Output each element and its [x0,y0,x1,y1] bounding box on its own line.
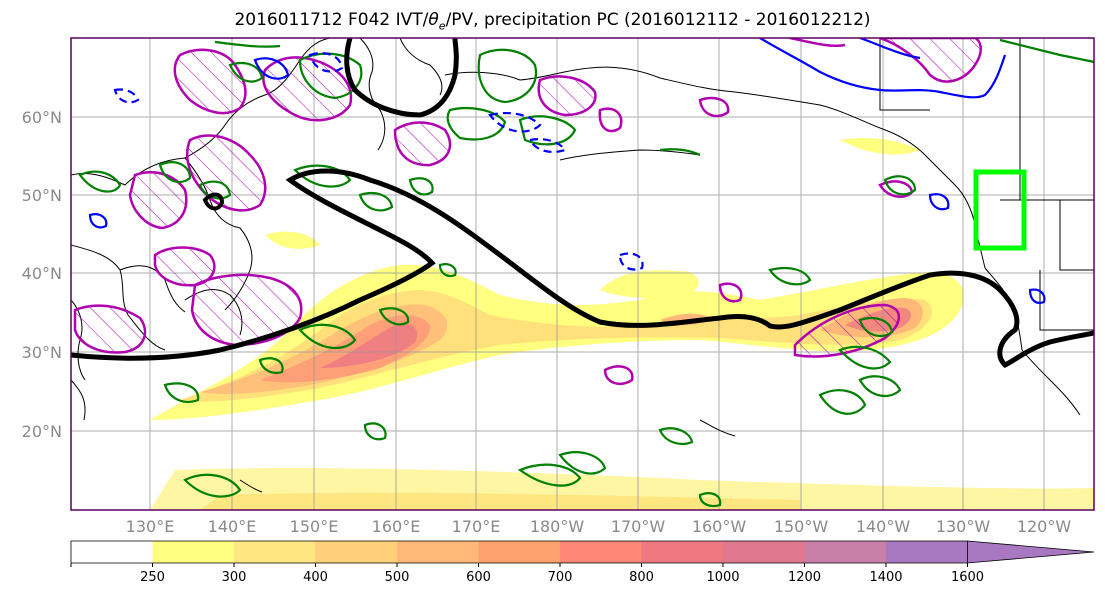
colorbar-tick-label: 250 [140,570,165,585]
lat-label: 50°N [22,186,62,205]
lon-label: 120°W [1017,517,1072,536]
colorbar-tick-label: 800 [629,570,654,585]
lon-label: 170°E [452,517,501,536]
target-region-box [973,169,1027,251]
lon-label: 160°W [692,517,747,536]
colorbar-tick-label: 1200 [788,570,821,585]
colorbar-segment [478,541,561,563]
colorbar-labels: 250 300 400 500 600 700 800 1000 1200 1400 1600 [70,563,984,585]
lon-label: 150°E [290,517,339,536]
colorbar-frame [70,540,968,564]
lon-label: 160°E [372,517,421,536]
colorbar-segment [886,541,968,563]
lat-label: 30°N [22,343,62,362]
colorbar-segment [234,541,316,563]
jet-contour [71,38,1094,369]
lon-label: 130°W [936,517,991,536]
theta-e-blue-contours [88,38,1046,304]
colorbar-extend-arrow [967,540,1095,564]
map-title: 2016011712 F042 IVT/θe/PV, precipitation… [234,10,871,33]
lat-label: 20°N [22,422,62,441]
colorbar [70,540,1095,564]
colorbar-tick-label: 1600 [951,570,984,585]
lon-label: 170°W [611,517,666,536]
lon-label: 180°W [530,517,585,536]
lat-label: 60°N [22,108,62,127]
longitude-labels: 130°E 140°E 150°E 160°E 170°E 180°W 170°… [126,517,1072,536]
colorbar-tick-label: 700 [548,570,573,585]
colorbar-tick-label: 400 [303,570,328,585]
colorbar-tick-label: 1400 [869,570,902,585]
lon-label: 150°W [774,517,829,536]
latitude-labels: 60°N 50°N 40°N 30°N 20°N [22,108,62,441]
pv-contours [73,38,982,386]
colorbar-segment [641,541,724,563]
theta-e-green-contours [78,38,1094,508]
colorbar-segment [315,541,398,563]
colorbar-segment [804,541,887,563]
colorbar-segment [723,541,805,563]
colorbar-tick-label: 500 [385,570,410,585]
lat-label: 40°N [22,264,62,283]
lon-label: 140°E [208,517,257,536]
colorbar-segment [397,541,479,563]
map-frame [70,37,1095,511]
lon-label: 140°W [856,517,911,536]
colorbar-segment [560,541,642,563]
lon-label: 130°E [126,517,175,536]
colorbar-tick-label: 300 [222,570,247,585]
colorbar-segment [71,541,153,563]
colorbar-segment [152,541,235,563]
colorbar-tick-label: 1000 [706,570,739,585]
colorbar-tick-label: 600 [466,570,491,585]
